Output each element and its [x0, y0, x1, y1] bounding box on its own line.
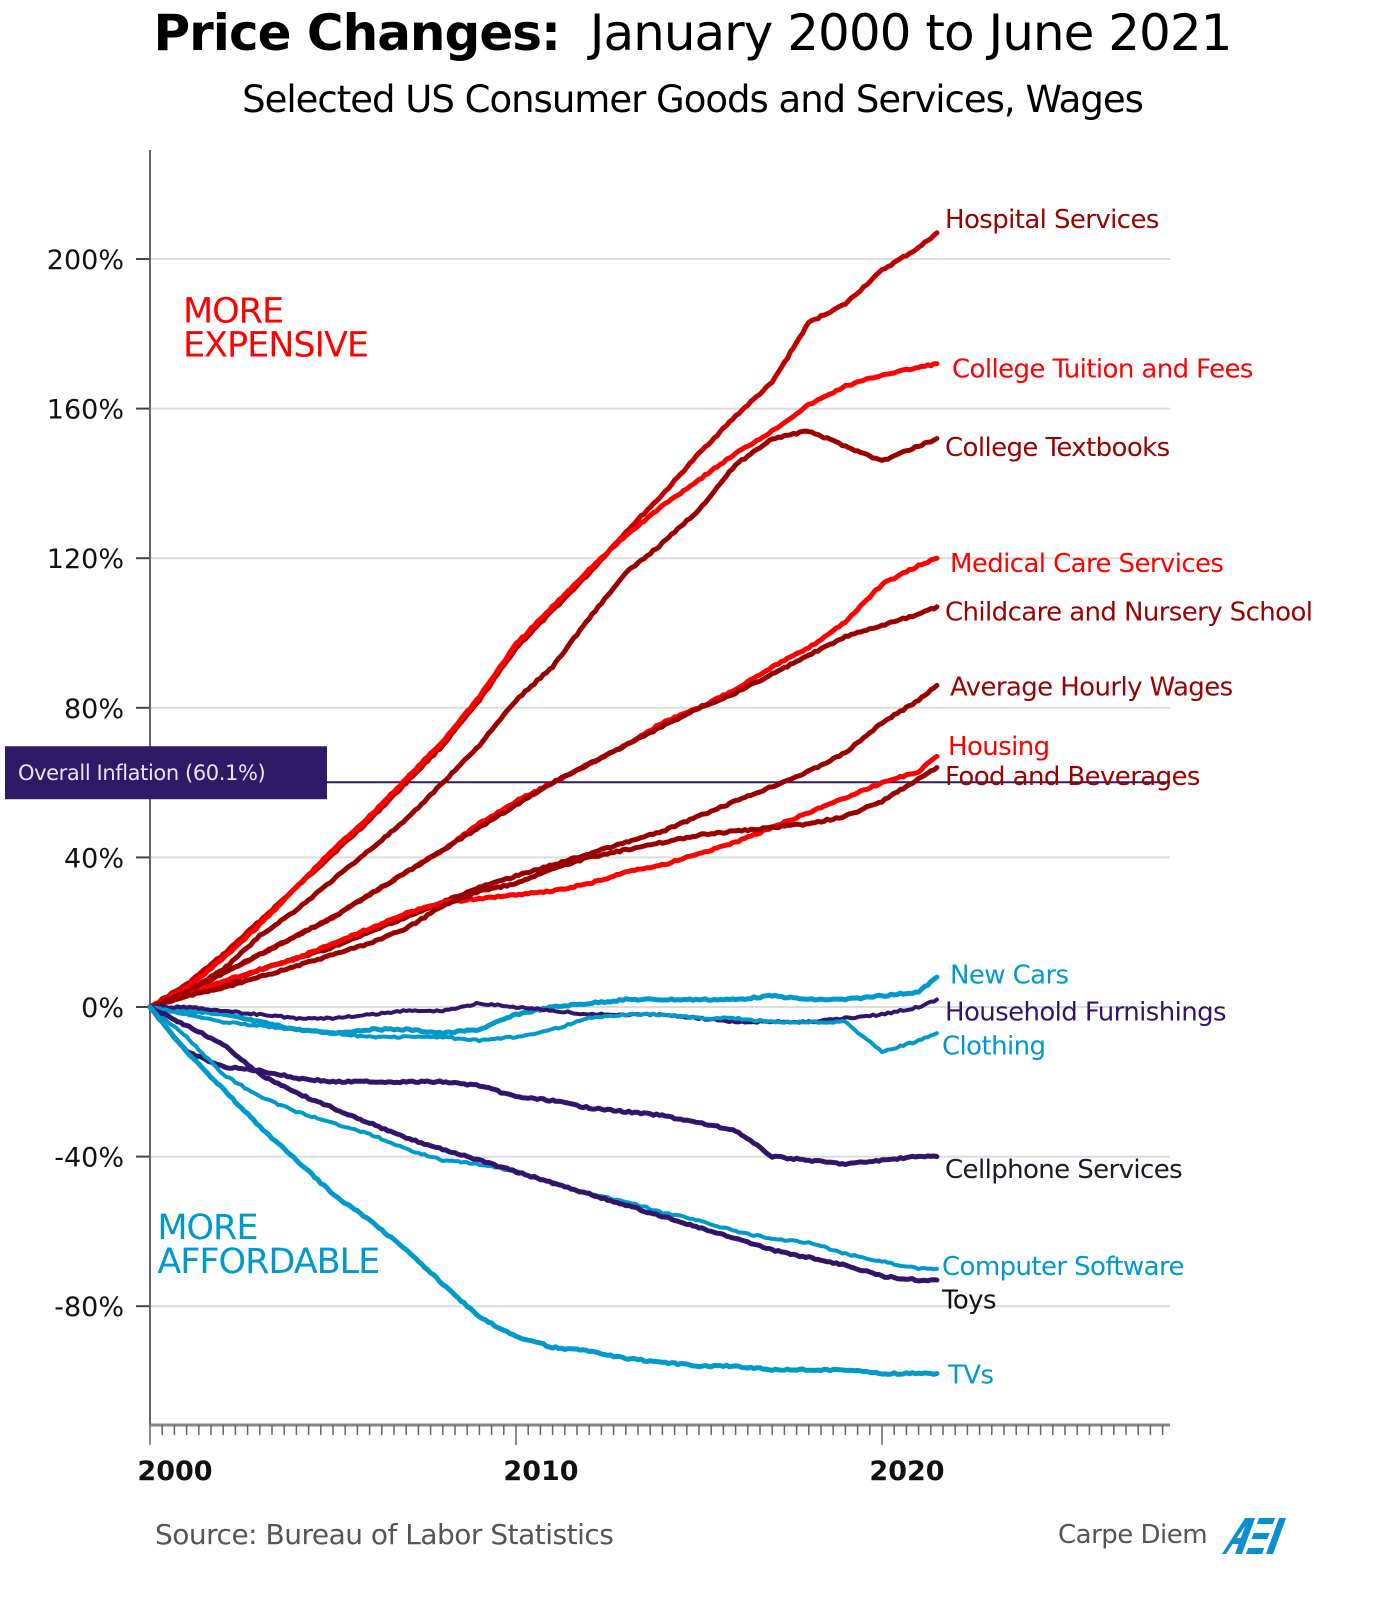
series-label-housing: Housing — [948, 732, 1050, 762]
series-label-computer-software: Computer Software — [942, 1252, 1184, 1282]
series-label-average-hourly-wages: Average Hourly Wages — [950, 672, 1233, 702]
series-line-tvs — [147, 1004, 940, 1377]
y-tick-label: -40% — [54, 1143, 124, 1174]
inflation-badge — [5, 746, 327, 800]
series-lines — [147, 230, 940, 1377]
y-tick-label: 160% — [47, 395, 124, 426]
series-line-computer-software — [148, 1005, 939, 1272]
series-label-new-cars: New Cars — [950, 960, 1069, 990]
axes: 200% 160% 120% 80% 40% 0% -40% -80% 2000 2010 2020 — [47, 150, 1170, 1487]
inflation-reference: Overall Inflation (60.1%) — [5, 746, 1170, 800]
series-label-clothing: Clothing — [942, 1031, 1045, 1061]
y-tick-label: 80% — [64, 694, 124, 725]
chart-title: Price Changes: January 2000 to June 2021 — [0, 4, 1385, 62]
series-line-household-furnishings — [148, 997, 939, 1025]
series-label-household-furnishings: Household Furnishings — [945, 998, 1226, 1028]
series-label-childcare-and-nursery-school: Childcare and Nursery School — [945, 598, 1312, 628]
x-tick-label: 2020 — [869, 1456, 944, 1487]
y-tick-label: 0% — [81, 993, 124, 1024]
y-tick-label: 200% — [47, 245, 124, 276]
chart-subtitle: Selected US Consumer Goods and Services,… — [242, 78, 1144, 121]
inflation-label: Overall Inflation (60.1%) — [18, 761, 265, 785]
y-tick-label: -80% — [54, 1292, 124, 1323]
x-tick-label: 2010 — [503, 1456, 578, 1487]
series-label-toys: Toys — [941, 1286, 996, 1316]
series-line-clothing — [148, 1005, 939, 1055]
source-note: Source: Bureau of Labor Statistics — [155, 1518, 614, 1551]
series-line-college-textbooks — [147, 428, 940, 1010]
more-affordable-label: AFFORDABLE — [157, 1242, 379, 1282]
series-label-medical-care-services: Medical Care Services — [950, 549, 1223, 579]
series-line-housing — [147, 753, 940, 1010]
series-label-college-tuition-and-fees: College Tuition and Fees — [952, 354, 1253, 384]
chart-title-rest: January 2000 to June 2021 — [589, 4, 1233, 62]
series-labels: Hospital Services College Tuition and Fee… — [941, 205, 1313, 1391]
brand-name: Carpe Diem — [1058, 1520, 1208, 1550]
series-line-cellphone-services — [147, 1004, 940, 1167]
x-tick-label: 2000 — [137, 1456, 212, 1487]
more-expensive-label: EXPENSIVE — [183, 326, 368, 366]
series-label-hospital-services: Hospital Services — [945, 205, 1159, 235]
y-tick-label: 40% — [64, 843, 124, 874]
series-line-college-tuition-and-fees — [147, 361, 940, 1010]
series-line-toys — [147, 1004, 940, 1284]
series-label-cellphone-services: Cellphone Services — [945, 1155, 1182, 1185]
y-tick-label: 120% — [47, 544, 124, 575]
chart-title-bold: Price Changes: — [153, 4, 561, 62]
series-line-food-and-beverages — [147, 765, 940, 1010]
more-expensive-label: MORE — [183, 292, 283, 332]
series-label-food-and-beverages: Food and Beverages — [945, 762, 1200, 792]
series-label-college-textbooks: College Textbooks — [945, 433, 1170, 463]
gridlines — [150, 258, 1170, 1308]
series-label-tvs: TVs — [947, 1361, 993, 1391]
more-affordable-label: MORE — [157, 1208, 257, 1248]
series-line-average-hourly-wages — [147, 682, 940, 1010]
aei-logo-icon — [1221, 1518, 1287, 1554]
series-line-childcare-and-nursery-school — [147, 604, 940, 1010]
